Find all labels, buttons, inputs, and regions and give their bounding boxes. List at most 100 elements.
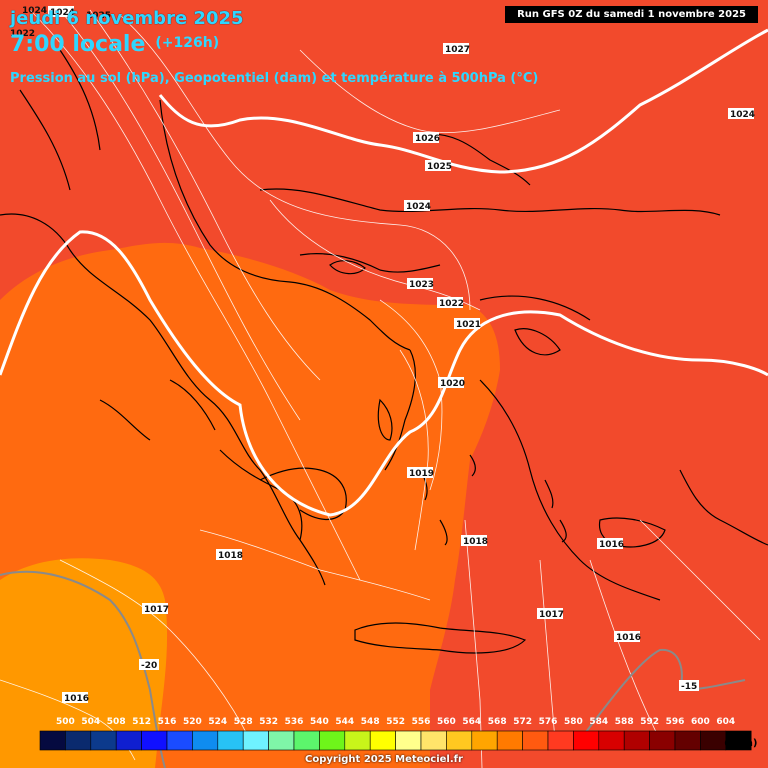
legend-value: 580 <box>564 717 583 727</box>
legend-value: 544 <box>335 717 354 727</box>
legend-unit: (dam) <box>724 738 757 749</box>
legend-swatch <box>192 730 219 751</box>
legend-swatch <box>598 730 625 751</box>
legend-swatch <box>573 730 600 751</box>
isobar-label: 1016 <box>62 692 89 704</box>
svg-text:1019: 1019 <box>409 469 434 479</box>
svg-text:1016: 1016 <box>599 540 624 550</box>
isobar-label: 1018 <box>216 549 243 561</box>
legend-swatch <box>293 730 320 751</box>
svg-text:1016: 1016 <box>616 633 641 643</box>
svg-text:1017: 1017 <box>144 605 169 615</box>
legend-swatch <box>496 730 523 751</box>
forecast-time: 7:00 locale (+126h) <box>10 32 219 57</box>
isotherms <box>0 570 746 768</box>
isobar-label: 1024 <box>22 6 47 16</box>
legend-swatch <box>65 730 92 751</box>
legend-value: 500 <box>56 717 75 727</box>
svg-text:1024: 1024 <box>406 202 431 212</box>
legend-swatch <box>115 730 142 751</box>
coastlines <box>0 49 768 654</box>
legend-swatch <box>395 730 422 751</box>
isobar-label: 1022 <box>10 29 35 39</box>
isobar-label: 1024 <box>404 200 431 212</box>
color-scale-legend: 500 504 508 512 516 520 524 528 532 536 540 544 548 5… <box>39 717 757 751</box>
legend-value: 532 <box>259 717 278 727</box>
legend-value: 600 <box>691 717 710 727</box>
legend-swatch <box>90 730 117 751</box>
isobar-label: 1022 <box>437 297 464 309</box>
legend-swatch <box>39 730 66 751</box>
isobar-label: 1017 <box>537 608 564 620</box>
legend-value: 540 <box>310 717 329 727</box>
svg-text:-15: -15 <box>681 682 697 692</box>
svg-text:1027: 1027 <box>445 45 470 55</box>
isobar-label: 1025 <box>86 11 111 21</box>
svg-text:1021: 1021 <box>456 320 481 330</box>
copyright: Copyright 2025 Meteociel.fr <box>305 754 463 765</box>
svg-text:-20: -20 <box>141 661 157 671</box>
legend-swatch <box>547 730 574 751</box>
legend-swatch <box>725 730 752 751</box>
legend-value: 564 <box>462 717 481 727</box>
legend-swatch <box>623 730 650 751</box>
svg-text:1016: 1016 <box>64 694 89 704</box>
isobar-label: 1024 <box>728 108 755 120</box>
isobar-label: 1021 <box>454 318 481 330</box>
temp-label: -20 <box>139 659 159 671</box>
isobar-label-group: 1027 1026 1025 1024 1024 1024 1023 1022 … <box>48 6 755 704</box>
svg-text:1018: 1018 <box>218 551 243 561</box>
forecast-date: jeudi 6 novembre 2025 <box>10 8 244 29</box>
legend-swatch <box>420 730 447 751</box>
isobar-label: 1024 <box>48 6 75 18</box>
legend-swatch <box>141 730 168 751</box>
svg-text:1018: 1018 <box>463 537 488 547</box>
legend-value: 524 <box>208 717 227 727</box>
legend-value: 548 <box>361 717 380 727</box>
legend-swatch <box>522 730 549 751</box>
legend-value: 556 <box>412 717 431 727</box>
forecast-time-text: 7:00 locale <box>10 32 146 57</box>
legend-value: 576 <box>539 717 558 727</box>
legend-value: 572 <box>513 717 532 727</box>
legend-value: 508 <box>107 717 126 727</box>
legend-swatch <box>217 730 244 751</box>
isobar-label: 1020 <box>438 377 465 389</box>
edge-label-group: 1024 1025 1022 <box>10 6 111 39</box>
legend-value: 584 <box>589 717 608 727</box>
legend-value: 560 <box>437 717 456 727</box>
legend-value: 568 <box>488 717 507 727</box>
run-info: Run GFS 0Z du samedi 1 novembre 2025 <box>505 6 758 23</box>
legend-value: 504 <box>81 717 100 727</box>
isobar-label: 1016 <box>614 631 641 643</box>
forecast-lead: (+126h) <box>155 35 220 51</box>
svg-text:1025: 1025 <box>427 162 452 172</box>
svg-text:1022: 1022 <box>439 299 464 309</box>
legend-swatch <box>700 730 727 751</box>
legend-value: 520 <box>183 717 202 727</box>
isobar-label: 1019 <box>407 467 434 479</box>
legend-swatch <box>319 730 346 751</box>
legend-swatch <box>268 730 295 751</box>
legend-value: 552 <box>386 717 405 727</box>
legend-swatch <box>369 730 396 751</box>
isobar-label: 1026 <box>413 132 440 144</box>
isobar-label: 1017 <box>142 603 169 615</box>
field-568 <box>0 558 168 768</box>
svg-text:1020: 1020 <box>440 379 465 389</box>
legend-value: 536 <box>285 717 304 727</box>
legend-swatch <box>649 730 676 751</box>
legend-value: 592 <box>640 717 659 727</box>
svg-text:1026: 1026 <box>415 134 440 144</box>
legend-value: 512 <box>132 717 151 727</box>
legend-value: 596 <box>666 717 685 727</box>
legend-value: 528 <box>234 717 253 727</box>
legend-value: 604 <box>716 717 735 727</box>
legend-swatch <box>166 730 193 751</box>
legend-labels: 500 504 508 512 516 520 524 528 532 536 540 544 548 5… <box>56 717 735 727</box>
svg-text:1024: 1024 <box>50 8 75 18</box>
isobar-label: 1016 <box>597 538 624 550</box>
isobar-label: 1025 <box>425 160 452 172</box>
